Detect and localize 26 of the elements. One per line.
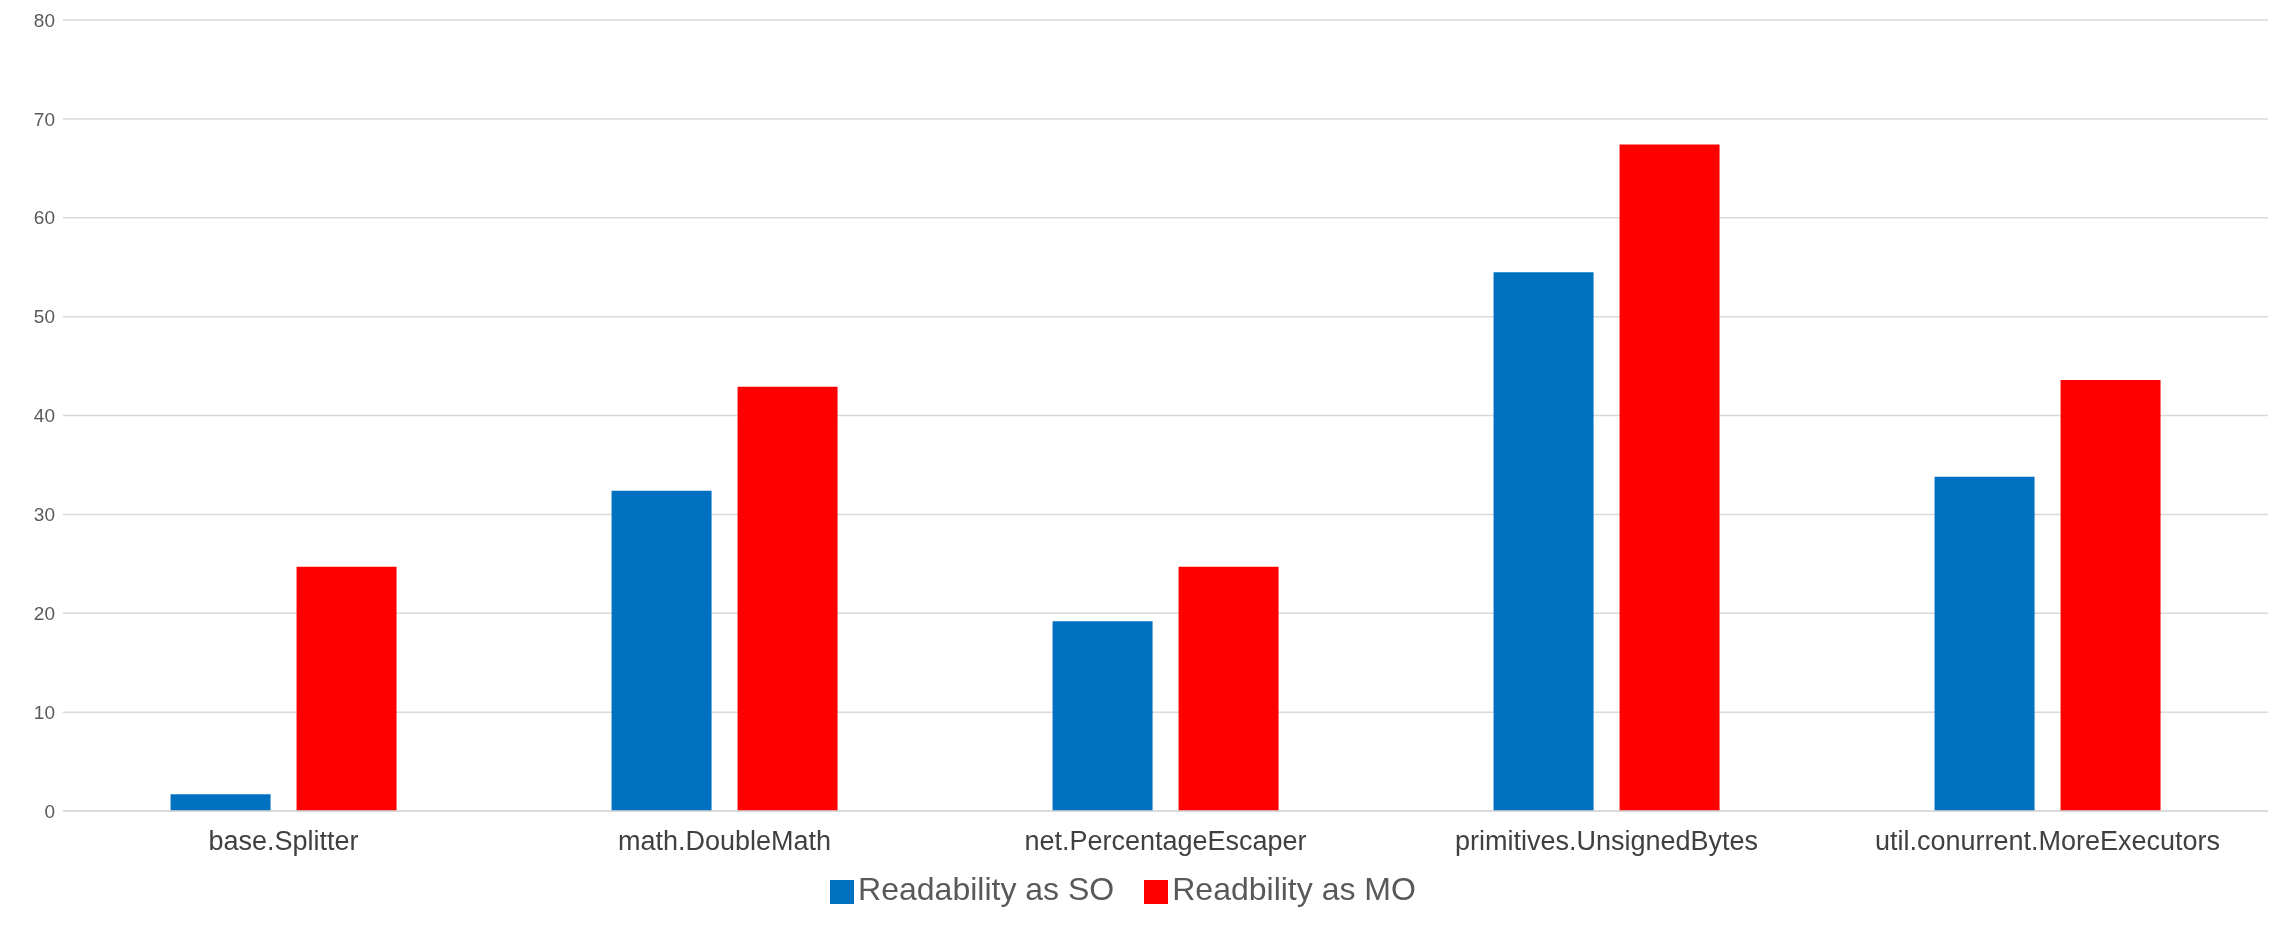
bar bbox=[1934, 476, 2035, 811]
y-tick-label: 20 bbox=[33, 602, 55, 624]
x-tick-label: base.Splitter bbox=[208, 826, 359, 857]
x-tick-label: primitives.UnsignedBytes bbox=[1454, 826, 1759, 857]
bar bbox=[737, 386, 838, 811]
y-tick-label: 30 bbox=[33, 504, 55, 526]
x-tick-label: util.conurrent.MoreExecutors bbox=[1874, 826, 2221, 857]
bar bbox=[296, 566, 397, 811]
bar bbox=[1619, 144, 1720, 811]
y-tick-label: 40 bbox=[33, 405, 55, 427]
y-tick-label: 50 bbox=[33, 306, 55, 328]
x-tick-label: math.DoubleMath bbox=[617, 826, 832, 857]
y-tick-label: 0 bbox=[44, 800, 55, 822]
legend-label: Readability as SO bbox=[858, 871, 1115, 907]
bar bbox=[1493, 272, 1594, 811]
bar bbox=[170, 794, 271, 811]
y-tick-label: 80 bbox=[33, 9, 55, 31]
y-tick-label: 10 bbox=[33, 701, 55, 723]
bar bbox=[611, 490, 712, 811]
y-tick-label: 60 bbox=[33, 207, 55, 229]
x-tick-label: net.PercentageEscaper bbox=[1024, 826, 1307, 857]
bar bbox=[1052, 621, 1153, 811]
bar bbox=[2060, 379, 2161, 811]
y-tick-label: 70 bbox=[33, 108, 55, 130]
bar bbox=[1178, 566, 1279, 811]
legend-label: Readbility as MO bbox=[1172, 871, 1416, 907]
